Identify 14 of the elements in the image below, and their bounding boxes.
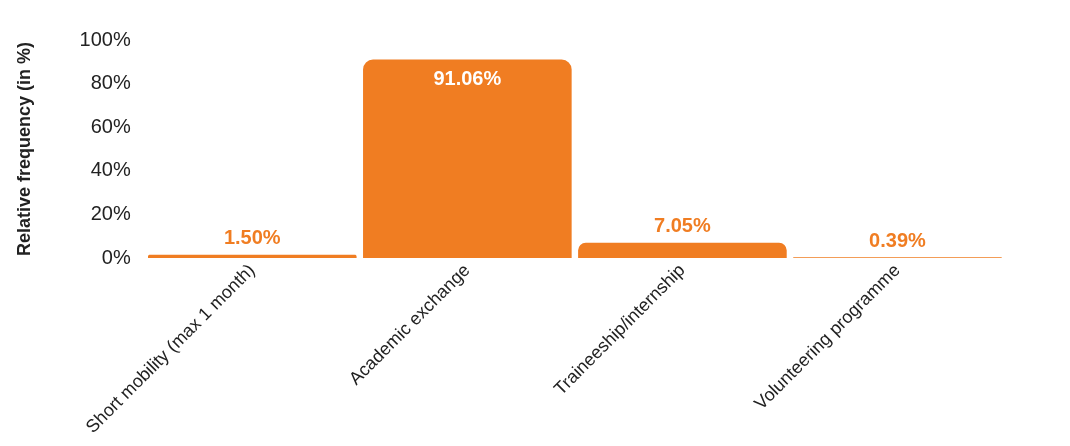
y-tick-label: 60% (90, 114, 131, 137)
y-axis-title: Relative frequency (in %) (13, 41, 34, 257)
y-tick-label: 0% (101, 245, 131, 268)
y-tick-label: 40% (90, 158, 131, 181)
y-tick-label: 100% (79, 27, 131, 50)
bar (578, 242, 787, 259)
y-tick-label: 20% (90, 201, 131, 224)
data-label: 91.06% (433, 67, 502, 90)
bar (363, 59, 572, 259)
data-label: 0.39% (869, 228, 927, 251)
data-label: 7.05% (654, 214, 711, 237)
data-label: 1.50% (223, 226, 281, 249)
bar (147, 254, 357, 259)
y-tick-label: 80% (90, 71, 131, 94)
